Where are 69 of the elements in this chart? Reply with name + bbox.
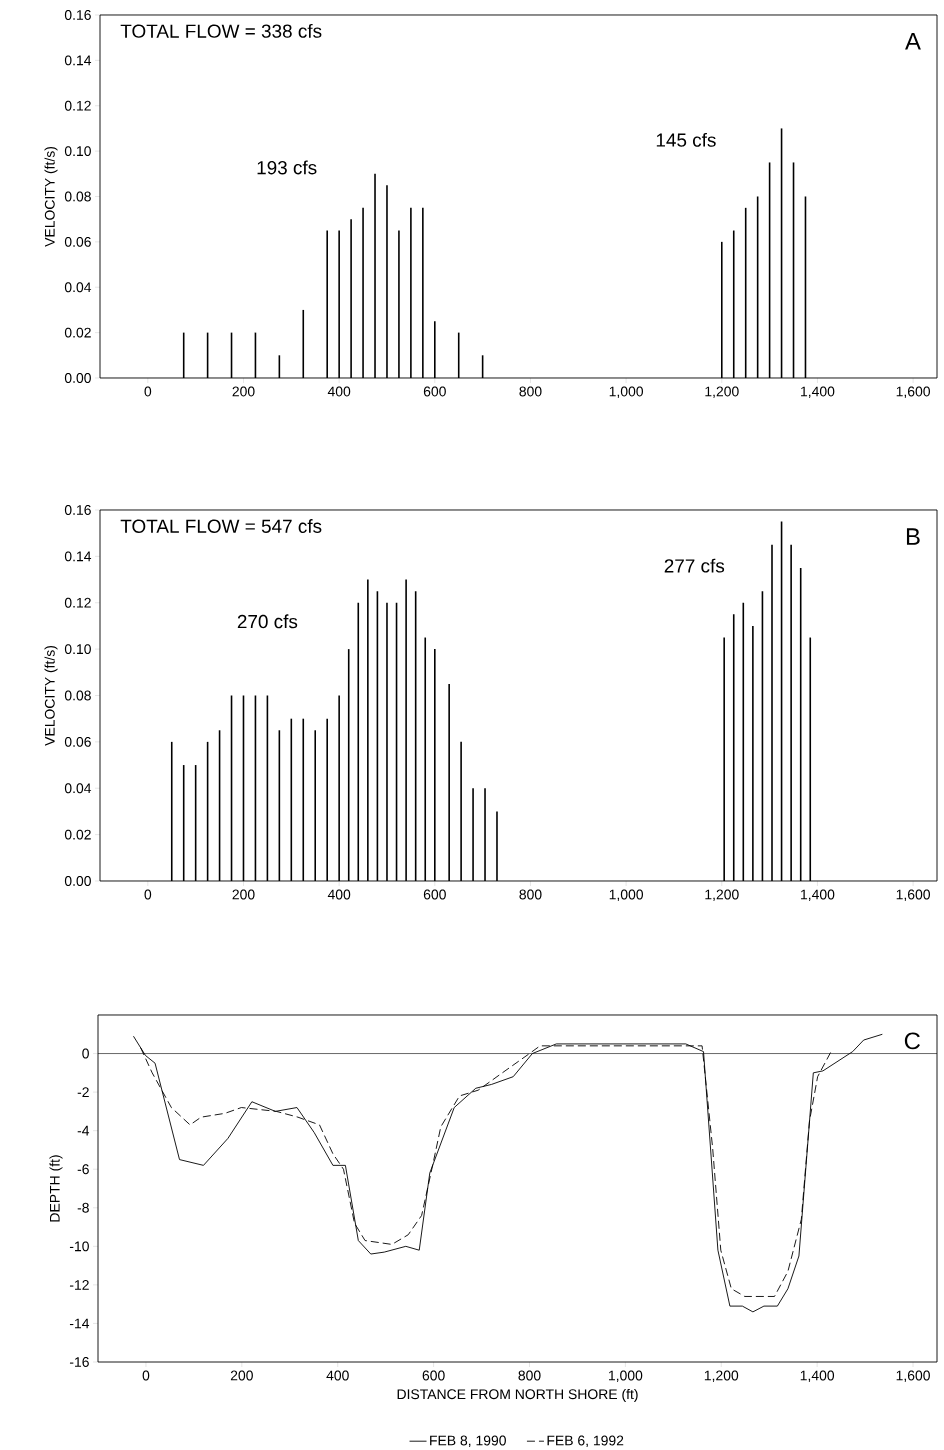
y-axis-title: VELOCITY (ft/s) — [44, 146, 58, 247]
y-tick-label: -10 — [69, 1241, 89, 1252]
annotation: A — [905, 33, 921, 50]
x-tick-label: 0 — [144, 889, 152, 900]
annotation: 277 cfs — [664, 558, 725, 573]
x-tick-label: 1,600 — [896, 386, 931, 399]
annotation: 145 cfs — [656, 132, 716, 147]
y-tick-label: 0.16 — [64, 10, 91, 20]
y-axis-title: VELOCITY (ft/s) — [44, 645, 58, 746]
y-tick-label: 0.12 — [64, 597, 91, 608]
annotation: TOTAL FLOW = 338 cfs — [120, 23, 322, 38]
y-tick-label: 0.14 — [64, 55, 92, 66]
y-tick-label: 0.08 — [64, 690, 91, 701]
x-tick-label: 600 — [423, 386, 446, 397]
y-tick-label: 0.00 — [64, 373, 91, 383]
x-tick-label: 1,400 — [801, 386, 835, 399]
x-tick-label: 1,000 — [609, 386, 644, 399]
y-tick-label: -14 — [69, 1318, 90, 1329]
x-tick-label: 800 — [518, 1370, 541, 1381]
x-tick-label: 600 — [422, 1370, 445, 1381]
y-tick-label: 0.06 — [64, 236, 91, 247]
x-tick-label: 1,600 — [896, 1370, 930, 1383]
y-axis-title: DEPTH (ft) — [49, 1155, 63, 1222]
x-axis-title: DISTANCE FROM NORTH SHORE (ft) — [397, 1388, 638, 1402]
x-tick-label: 600 — [423, 889, 446, 900]
y-tick-label: 0.02 — [64, 829, 91, 840]
legend-label: FEB 8, 1990 — [430, 1435, 506, 1448]
x-tick-label: 1,000 — [608, 1370, 643, 1383]
annotation: B — [906, 528, 920, 545]
y-tick-label: 0.10 — [64, 644, 91, 655]
y-tick-label: 0.02 — [64, 327, 91, 338]
legend-label: FEB 6, 1992 — [547, 1435, 624, 1448]
x-tick-label: 800 — [519, 386, 542, 397]
x-tick-label: 1,400 — [800, 1370, 835, 1383]
annotation: C — [904, 1032, 920, 1050]
y-tick-label: 0.12 — [64, 100, 91, 111]
y-tick-label: 0.14 — [64, 551, 92, 562]
x-tick-label: 0 — [142, 1370, 150, 1381]
y-tick-label: -12 — [69, 1280, 89, 1290]
x-tick-label: 200 — [230, 1370, 253, 1381]
y-tick-label: -8 — [77, 1202, 89, 1213]
y-tick-label: 0.04 — [64, 783, 92, 794]
annotation: TOTAL FLOW = 547 cfs — [120, 519, 322, 533]
x-tick-label: 200 — [232, 386, 255, 397]
y-tick-label: 0.04 — [64, 282, 92, 293]
y-tick-label: 0 — [82, 1048, 89, 1059]
x-tick-label: 1,400 — [801, 889, 835, 902]
x-tick-label: 1,600 — [896, 889, 931, 902]
x-tick-label: 1,200 — [705, 386, 739, 399]
x-tick-label: 0 — [144, 386, 152, 397]
annotation: 193 cfs — [257, 160, 317, 175]
x-tick-label: 1,000 — [609, 889, 644, 902]
y-tick-label: -4 — [77, 1125, 90, 1136]
x-tick-label: 1,200 — [704, 1370, 739, 1383]
y-tick-label: -16 — [69, 1357, 89, 1367]
x-tick-label: 800 — [519, 889, 542, 900]
y-tick-label: -2 — [77, 1087, 89, 1097]
x-tick-label: 400 — [327, 386, 351, 397]
x-tick-label: 200 — [232, 889, 255, 900]
y-tick-label: -6 — [77, 1164, 89, 1175]
annotation: 270 cfs — [237, 614, 298, 629]
y-tick-label: 0.10 — [64, 146, 91, 157]
y-tick-label: 0.16 — [64, 505, 91, 515]
y-tick-label: 0.00 — [64, 876, 91, 886]
y-tick-label: 0.06 — [64, 736, 91, 747]
x-tick-label: 400 — [327, 889, 351, 900]
y-tick-label: 0.08 — [64, 191, 91, 202]
x-tick-label: 1,200 — [705, 889, 739, 902]
x-tick-label: 400 — [326, 1370, 349, 1381]
